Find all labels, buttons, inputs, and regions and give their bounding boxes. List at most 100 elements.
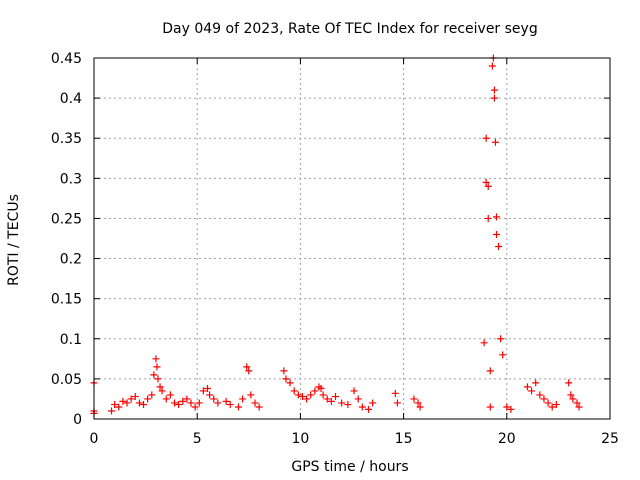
data-point bbox=[255, 403, 263, 411]
data-point bbox=[486, 367, 494, 375]
data-point bbox=[156, 383, 164, 391]
y-axis-label: ROTI / TECUs bbox=[6, 194, 22, 286]
data-point bbox=[226, 401, 234, 409]
x-tick-label: 15 bbox=[395, 431, 413, 447]
data-point bbox=[327, 397, 335, 405]
data-point bbox=[410, 395, 418, 403]
data-point bbox=[140, 401, 148, 409]
data-point bbox=[492, 230, 500, 238]
data-point bbox=[540, 395, 548, 403]
data-point bbox=[499, 351, 507, 359]
y-tick-label: 0.2 bbox=[60, 252, 82, 268]
data-point bbox=[317, 385, 325, 393]
data-point bbox=[491, 138, 499, 146]
data-point bbox=[490, 94, 498, 102]
y-tick-label: 0.1 bbox=[60, 332, 82, 348]
data-point bbox=[331, 393, 339, 401]
y-tick-label: 0.15 bbox=[51, 292, 82, 308]
data-point bbox=[323, 395, 331, 403]
y-tick-label: 0.25 bbox=[51, 211, 82, 227]
y-tick-label: 0.3 bbox=[60, 171, 82, 187]
data-point bbox=[503, 403, 511, 411]
data-point bbox=[195, 399, 203, 407]
data-point bbox=[350, 387, 358, 395]
data-point bbox=[548, 403, 556, 411]
data-points bbox=[90, 54, 583, 417]
data-point bbox=[497, 335, 505, 343]
x-axis-ticks: 0 5 10 15 20 25 bbox=[90, 58, 619, 447]
x-tick-label: 25 bbox=[601, 431, 619, 447]
data-point bbox=[307, 391, 315, 399]
data-point bbox=[495, 243, 503, 251]
data-point bbox=[148, 391, 156, 399]
data-point bbox=[108, 407, 116, 415]
data-point bbox=[199, 387, 207, 395]
data-point bbox=[575, 403, 583, 411]
data-point bbox=[286, 379, 294, 387]
data-point bbox=[486, 403, 494, 411]
data-point bbox=[484, 214, 492, 222]
data-point bbox=[358, 403, 366, 411]
data-point bbox=[282, 375, 290, 383]
y-tick-label: 0.45 bbox=[51, 51, 82, 67]
data-point bbox=[158, 387, 166, 395]
data-point bbox=[528, 387, 536, 395]
data-point bbox=[344, 401, 352, 409]
y-tick-label: 0.4 bbox=[60, 91, 82, 107]
data-point bbox=[414, 399, 422, 407]
y-tick-label: 0.35 bbox=[51, 131, 82, 147]
grid bbox=[94, 58, 610, 419]
data-point bbox=[153, 363, 161, 371]
data-point bbox=[127, 395, 135, 403]
plot-border bbox=[93, 57, 611, 420]
data-point bbox=[115, 403, 123, 411]
data-point bbox=[243, 363, 251, 371]
data-point bbox=[338, 399, 346, 407]
data-point bbox=[294, 391, 302, 399]
data-point bbox=[183, 395, 191, 403]
data-point bbox=[303, 395, 311, 403]
x-tick-label: 10 bbox=[291, 431, 309, 447]
data-point bbox=[245, 367, 253, 375]
data-point bbox=[175, 401, 183, 409]
data-point bbox=[166, 391, 174, 399]
data-point bbox=[247, 391, 255, 399]
data-point bbox=[239, 395, 247, 403]
data-point bbox=[152, 355, 160, 363]
data-point bbox=[480, 339, 488, 347]
y-tick-label: 0.05 bbox=[51, 372, 82, 388]
data-point bbox=[484, 182, 492, 190]
data-point bbox=[573, 399, 581, 407]
data-point bbox=[369, 399, 377, 407]
data-point bbox=[565, 379, 573, 387]
data-point bbox=[488, 62, 496, 70]
data-point bbox=[206, 391, 214, 399]
x-tick-label: 5 bbox=[193, 431, 202, 447]
data-point bbox=[204, 385, 212, 393]
data-point bbox=[319, 391, 327, 399]
x-axis-label: GPS time / hours bbox=[291, 459, 408, 475]
data-point bbox=[490, 86, 498, 94]
data-point bbox=[234, 403, 242, 411]
data-point bbox=[131, 393, 139, 401]
data-point bbox=[523, 383, 531, 391]
data-point bbox=[391, 389, 399, 397]
data-point bbox=[482, 134, 490, 142]
chart-title: Day 049 of 2023, Rate Of TEC Index for r… bbox=[162, 21, 537, 37]
data-point bbox=[179, 397, 187, 405]
data-point bbox=[311, 387, 319, 395]
data-point bbox=[251, 399, 259, 407]
data-point bbox=[365, 405, 373, 413]
data-point bbox=[416, 403, 424, 411]
data-point bbox=[569, 395, 577, 403]
y-axis-ticks: 0 0.05 0.1 0.15 0.2 0.25 0.3 0.35 0.4 0.45 bbox=[51, 51, 610, 428]
data-point bbox=[567, 391, 575, 399]
data-point bbox=[214, 399, 222, 407]
data-point bbox=[187, 399, 195, 407]
data-point bbox=[492, 213, 500, 221]
data-point bbox=[150, 371, 158, 379]
y-tick-label: 0 bbox=[73, 412, 82, 428]
data-point bbox=[552, 401, 560, 409]
data-point bbox=[162, 395, 170, 403]
